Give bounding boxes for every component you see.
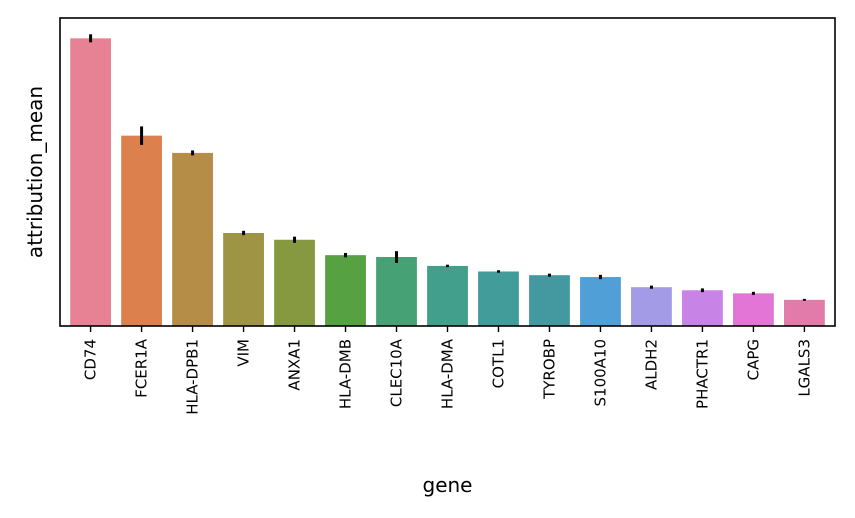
error-bars-group: [89, 34, 806, 301]
bar-lgals3: [784, 299, 825, 326]
x-ticks-group: CD74 FCER1A HLA-DPB1 VIM ANXA1 HLA-DMB CLEC10A…: [82, 326, 813, 415]
x-tick-label: HLA-DMA: [439, 338, 457, 409]
x-tick-label: ALDH2: [642, 339, 660, 390]
x-tick-label: FCER1A: [133, 338, 151, 398]
x-tick-label: CLEC10A: [388, 338, 406, 407]
bar-anxa1: [274, 239, 315, 326]
x-tick-label: ANXA1: [286, 339, 304, 391]
x-tick-label: VIM: [235, 339, 253, 367]
bar-fcer1a: [121, 135, 162, 326]
bar-cotl1: [478, 271, 519, 326]
bar-s100a10: [580, 277, 621, 326]
x-tick-label: COTL1: [489, 339, 507, 388]
bar-aldh2: [631, 287, 672, 326]
bars-group: [70, 38, 825, 326]
x-tick-label: HLA-DMB: [337, 339, 355, 409]
bar-clec10a: [376, 257, 417, 326]
x-tick-label: CAPG: [744, 339, 762, 380]
x-tick-label: S100A10: [591, 339, 609, 407]
plot-frame: [59, 17, 836, 327]
x-tick-label: HLA-DPB1: [184, 339, 202, 415]
x-tick-label: TYROBP: [540, 339, 558, 400]
x-tick-label: CD74: [82, 339, 100, 380]
y-axis-label: attribution_mean: [23, 86, 47, 258]
x-tick-label: LGALS3: [795, 339, 813, 397]
bar-hla-dma: [427, 265, 468, 326]
bar-phactr1: [682, 290, 723, 326]
bar-hla-dpb1: [172, 152, 213, 326]
x-axis-label: gene: [423, 473, 473, 497]
bar-cd74: [70, 38, 111, 326]
bar-tyrobp: [529, 275, 570, 326]
x-tick-label: PHACTR1: [693, 339, 711, 409]
bar-capg: [733, 293, 774, 326]
bar-hla-dmb: [325, 255, 366, 326]
bar-vim: [223, 232, 264, 326]
